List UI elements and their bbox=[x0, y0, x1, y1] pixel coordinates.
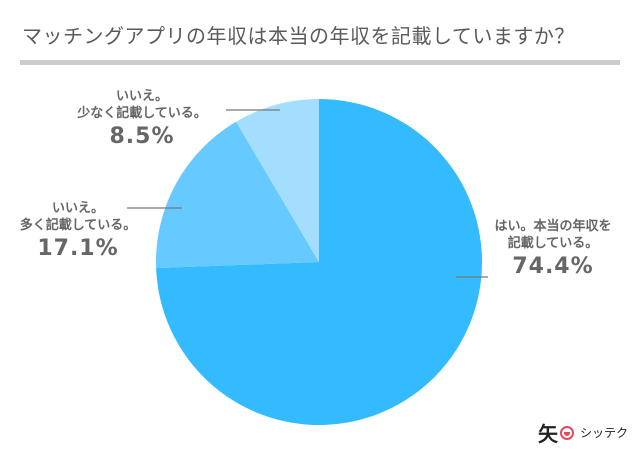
label-yes: はい。本当の年収を 記載している。 74.4% bbox=[494, 219, 612, 279]
label-more: いいえ。 多く記載している。 17.1% bbox=[19, 201, 137, 261]
smile-face-icon bbox=[560, 425, 574, 440]
title-divider bbox=[20, 60, 620, 65]
label-less: いいえ。 少なく記載している。 8.5% bbox=[77, 89, 207, 149]
slice-more bbox=[156, 121, 319, 269]
slice-yes bbox=[156, 99, 482, 425]
slice-less bbox=[236, 99, 319, 262]
chart-title: マッチングアプリの年収は本当の年収を記載していますか？ bbox=[22, 24, 575, 48]
brand-logo: 矢 シッテク bbox=[538, 422, 629, 446]
